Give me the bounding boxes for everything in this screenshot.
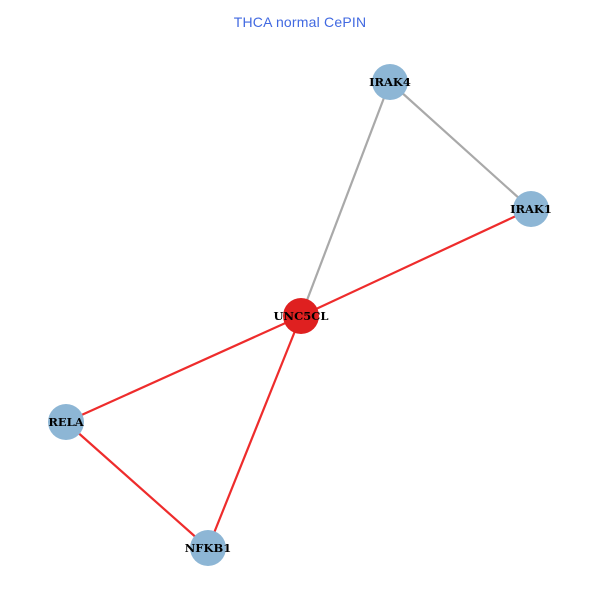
node-circle-UNC5CL: [283, 298, 319, 334]
edge-IRAK4-IRAK1: [389, 81, 532, 210]
nodes-layer: IRAK4 IRAK1 UNC5CL RELA NFKB1: [48, 64, 552, 566]
edge-IRAK1-UNC5CL: [300, 208, 532, 317]
edge-IRAK4-UNC5CL: [299, 81, 392, 317]
node-circle-IRAK4: [372, 64, 408, 100]
node-RELA: RELA: [48, 404, 85, 440]
node-IRAK4: IRAK4: [369, 64, 411, 100]
node-label-UNC5CL: UNC5CL: [274, 309, 329, 323]
edge-RELA-NFKB1: [65, 421, 209, 549]
edge-UNC5CL-NFKB1: [206, 315, 303, 549]
edge-UNC5CL-RELA: [65, 314, 302, 424]
node-UNC5CL: UNC5CL: [274, 298, 329, 334]
node-IRAK1: IRAK1: [510, 191, 552, 227]
node-circle-NFKB1: [190, 530, 226, 566]
node-label-RELA: RELA: [48, 415, 84, 429]
edges-layer: [65, 81, 532, 549]
node-circle-RELA: [48, 404, 84, 440]
node-label-IRAK4: IRAK4: [369, 75, 411, 89]
node-NFKB1: NFKB1: [185, 530, 231, 566]
node-label-IRAK1: IRAK1: [510, 202, 552, 216]
node-circle-IRAK1: [513, 191, 549, 227]
plot-title: THCA normal CePIN: [233, 14, 367, 30]
node-label-NFKB1: NFKB1: [185, 541, 231, 555]
